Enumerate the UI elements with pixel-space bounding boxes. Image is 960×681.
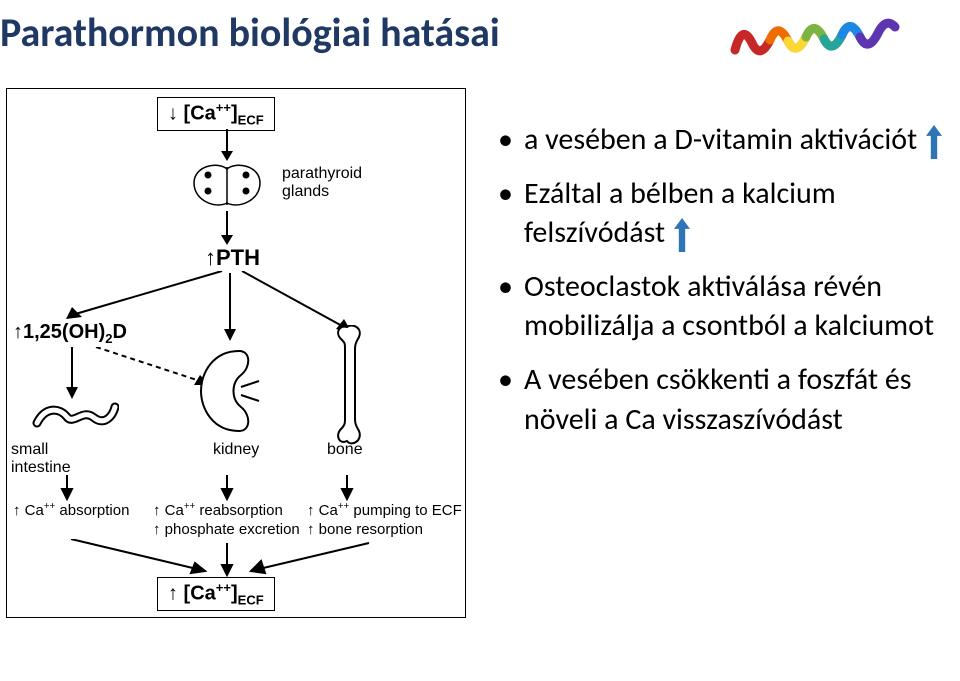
ca-pumping-label: ↑ Ca++ pumping to ECF [307, 501, 462, 519]
small-intestine-icon [31, 393, 119, 441]
up-arrow-icon [674, 218, 690, 252]
parathyroid-label: parathyroidglands [282, 165, 362, 200]
bullet-text: a vesében a D-vitamin aktivációt [524, 121, 917, 158]
vitd-label: ↑1,25(OH)2D [13, 321, 127, 346]
phosphate-excretion-label: ↑ phosphate excretion [153, 521, 300, 538]
top-ca-ecf-box: ↓ [Ca++]ECF [157, 97, 275, 131]
protein-ribbon-image [730, 5, 900, 65]
ca-reabsorption-label: ↑ Ca++ reabsorption [153, 501, 283, 519]
pth-label: ↑PTH [205, 245, 260, 271]
up-arrow-icon [926, 125, 942, 159]
pth-diagram: ↓ [Ca++]ECF parathyroidglands ↑PTH ↑1,25… [6, 88, 466, 618]
bullet-item-2: Osteoclastok aktiválása révén mobilizálj… [498, 267, 948, 346]
organ-down-arrows [7, 475, 467, 501]
arrow-gland-to-pth [217, 211, 237, 245]
bullet-item-0: a vesében a D-vitamin aktivációt [498, 120, 948, 160]
bone-label: bone [327, 441, 363, 459]
bullet-text: Osteoclastok aktiválása révén mobilizálj… [524, 268, 934, 345]
small-intestine-label2: smallintestine [11, 441, 71, 476]
bottom-ca-ecf-box: ↑ [Ca++]ECF [157, 577, 275, 611]
ca-absorption-label: ↑ Ca++ absorption [13, 501, 129, 519]
bone-icon [329, 325, 373, 445]
bullet-list: a vesében a D-vitamin aktivációt Ezáltal… [498, 120, 948, 453]
kidney-icon [197, 345, 263, 437]
arrow-top-to-gland [217, 129, 237, 161]
bullet-item-3: A vesében csökkenti a foszfát és növeli … [498, 360, 948, 439]
bullet-item-1: Ezáltal a bélben a kalcium felszívódást [498, 174, 948, 253]
converge-arrows [7, 539, 467, 579]
parathyroid-glands-icon [182, 161, 272, 211]
bone-resorption-label: ↑ bone resorption [307, 521, 423, 538]
kidney-label: kidney [213, 441, 259, 459]
bullet-text: A vesében csökkenti a foszfát és növeli … [524, 361, 912, 438]
page-title: Parathormon biológiai hatásai [0, 8, 500, 57]
